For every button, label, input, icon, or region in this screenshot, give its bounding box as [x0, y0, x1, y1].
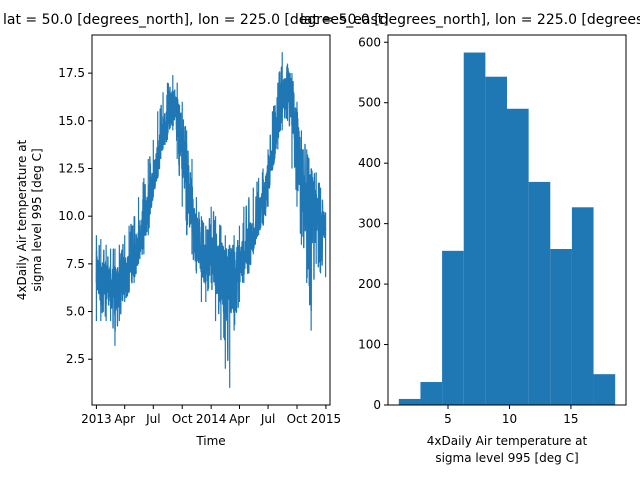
- timeseries-x-tick-label: 2013: [81, 412, 112, 426]
- timeseries-x-tick-label: Apr: [229, 412, 250, 426]
- histogram-x-axis-label-line2: sigma level 995 [deg C]: [435, 451, 578, 465]
- timeseries-panel: 2013 Apr Jul Oct 2014 Apr Jul Oct 2015 2.55.07.5…: [15, 34, 341, 448]
- timeseries-x-tick-label: Apr: [114, 412, 135, 426]
- histogram-bar: [485, 76, 507, 405]
- timeseries-y-tick-label: 12.5: [58, 162, 85, 176]
- timeseries-x-tick-label: Jul: [145, 412, 160, 426]
- timeseries-y-tick-label: 7.5: [66, 257, 85, 271]
- histogram-bar: [550, 249, 572, 405]
- timeseries-x-tick-label: 2015: [311, 412, 342, 426]
- timeseries-x-ticks: 2013 Apr Jul Oct 2014 Apr Jul Oct 2015: [81, 405, 341, 426]
- timeseries-x-tick-label: Oct: [287, 412, 308, 426]
- histogram-axes-frame: [387, 34, 627, 406]
- timeseries-x-tick-label: Jul: [260, 412, 275, 426]
- timeseries-x-axis-label: Time: [195, 434, 225, 448]
- timeseries-y-tick-label: 17.5: [58, 66, 85, 80]
- histogram-bar: [420, 382, 443, 405]
- timeseries-title: lat = 50.0 [degrees_north], lon = 225.0 …: [3, 12, 389, 28]
- histogram-x-tick-label: 10: [502, 412, 517, 426]
- histogram-y-tick-label: 200: [358, 277, 381, 291]
- timeseries-y-tick-label: 10.0: [58, 209, 85, 223]
- histogram-panel: 5 10 15 0 100 200 300 400 500 600 4xDaily Air te…: [358, 34, 627, 465]
- histogram-x-tick-label: 15: [563, 412, 578, 426]
- histogram-x-axis-label-line1: 4xDaily Air temperature at: [427, 434, 588, 448]
- histogram-x-tick-label: 5: [444, 412, 452, 426]
- histogram-bar: [442, 250, 464, 405]
- histogram-bar: [507, 108, 529, 405]
- timeseries-y-tick-label: 2.5: [66, 352, 85, 366]
- timeseries-y-tick-label: 15.0: [58, 114, 85, 128]
- histogram-bar: [463, 52, 486, 405]
- timeseries-y-ticks: 2.5 5.0 7.5 10.0 12.5 15.0 17.5: [58, 66, 92, 366]
- histogram-y-ticks: 0 100 200 300 400 500 600: [358, 35, 388, 412]
- histogram-bar: [593, 374, 616, 405]
- histogram-bars: [398, 52, 616, 405]
- timeseries-x-tick-label: 2014: [196, 412, 227, 426]
- timeseries-x-tick-label: Oct: [172, 412, 193, 426]
- histogram-bar: [571, 207, 594, 405]
- histogram-title: lat = 50.0 [degrees_north], lon = 225.0 …: [300, 12, 640, 28]
- histogram-y-tick-label: 500: [358, 96, 381, 110]
- histogram-y-tick-label: 300: [358, 217, 381, 231]
- histogram-x-ticks: 5 10 15: [444, 405, 579, 426]
- histogram-bar: [398, 398, 421, 405]
- timeseries-y-axis-label-line2: sigma level 995 [deg C]: [30, 148, 44, 291]
- histogram-y-tick-label: 0: [373, 398, 381, 412]
- timeseries-y-tick-label: 5.0: [66, 305, 85, 319]
- histogram-y-tick-label: 600: [358, 35, 381, 49]
- histogram-y-tick-label: 100: [358, 338, 381, 352]
- histogram-bar: [528, 181, 551, 405]
- histogram-y-tick-label: 400: [358, 156, 381, 170]
- timeseries-y-axis-label-line1: 4xDaily Air temperature at: [15, 139, 29, 300]
- timeseries-series: [95, 52, 327, 388]
